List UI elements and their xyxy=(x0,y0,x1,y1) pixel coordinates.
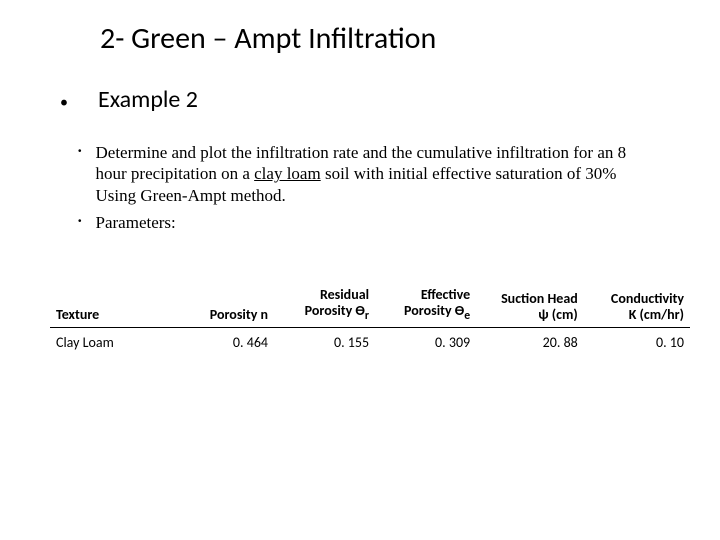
body-text-2: Parameters: xyxy=(96,212,690,233)
list-item: • Parameters: xyxy=(78,212,690,233)
cell-effective: 0. 309 xyxy=(375,328,476,356)
col-header-conductivity-l1: Conductivity xyxy=(611,290,684,307)
table-header-row: Texture Porosity n Residual Porosity Өr … xyxy=(50,283,690,328)
col-header-porosity: Porosity n xyxy=(181,283,274,328)
col-header-suction-l1: Suction Head xyxy=(501,290,578,307)
slide-title: 2- Green – Ampt Infiltration xyxy=(100,20,690,57)
subheading-row: • Example 2 xyxy=(60,85,690,114)
col-header-suction-l2: ψ (cm) xyxy=(538,306,577,323)
list-item: • Determine and plot the infiltration ra… xyxy=(78,142,690,206)
cell-suction: 20. 88 xyxy=(476,328,584,356)
col-header-suction: Suction Head ψ (cm) xyxy=(476,283,584,328)
body-list: • Determine and plot the infiltration ra… xyxy=(78,142,690,233)
cell-residual: 0. 155 xyxy=(274,328,375,356)
col-header-residual-l1: Residual xyxy=(320,286,369,303)
bullet-icon: • xyxy=(78,146,82,206)
bullet-icon: • xyxy=(60,95,68,111)
cell-conductivity: 0. 10 xyxy=(584,328,690,356)
col-header-effective-sub: e xyxy=(464,309,470,323)
table-row: Clay Loam 0. 464 0. 155 0. 309 20. 88 0.… xyxy=(50,328,690,356)
col-header-conductivity-l2: K (cm/hr) xyxy=(629,306,684,323)
body-text-1-underline: clay loam xyxy=(254,164,321,183)
col-header-residual-sub: r xyxy=(365,309,369,323)
cell-porosity: 0. 464 xyxy=(181,328,274,356)
col-header-effective-l2: Porosity Ө xyxy=(404,302,464,319)
bullet-icon: • xyxy=(78,216,82,233)
col-header-residual-l2: Porosity Ө xyxy=(305,302,365,319)
body-text-1: Determine and plot the infiltration rate… xyxy=(96,142,690,206)
subheading: Example 2 xyxy=(98,85,198,114)
parameters-table: Texture Porosity n Residual Porosity Өr … xyxy=(50,283,690,355)
col-header-effective: Effective Porosity Өe xyxy=(375,283,476,328)
cell-texture: Clay Loam xyxy=(50,328,181,356)
col-header-effective-l1: Effective xyxy=(421,286,470,303)
col-header-texture: Texture xyxy=(50,283,181,328)
col-header-conductivity: Conductivity K (cm/hr) xyxy=(584,283,690,328)
col-header-residual: Residual Porosity Өr xyxy=(274,283,375,328)
slide: 2- Green – Ampt Infiltration • Example 2… xyxy=(0,0,720,540)
